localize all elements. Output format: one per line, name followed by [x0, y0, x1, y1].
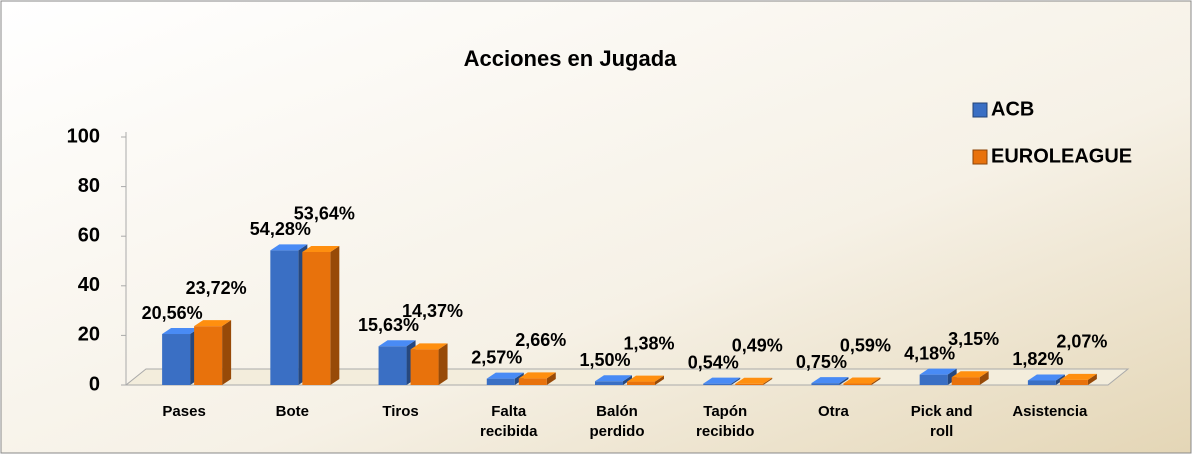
x-tick-label: Asistencia	[1012, 403, 1088, 420]
bar-side	[330, 245, 340, 385]
x-tick-label: Falta recibida	[480, 403, 538, 440]
bar-top	[627, 375, 664, 382]
bar-side	[655, 375, 664, 385]
y-tick-label: 60	[78, 224, 100, 246]
bar	[627, 381, 655, 385]
legend-swatch	[972, 149, 988, 165]
value-label: 2,07%	[1056, 332, 1107, 352]
bar	[302, 251, 331, 385]
value-label: 1,38%	[623, 333, 674, 353]
value-label: 0,59%	[840, 335, 891, 355]
bar-top	[919, 368, 957, 375]
value-label: 54,28%	[250, 219, 311, 239]
x-tick-label: Tiros	[382, 403, 419, 420]
bar-side	[839, 377, 849, 385]
bar	[378, 346, 407, 385]
legend-swatch	[972, 102, 988, 118]
bar-side	[438, 343, 448, 385]
bar-side	[623, 375, 632, 385]
bar	[735, 383, 764, 385]
bar-top	[843, 377, 881, 384]
x-tick-label: Pases	[162, 403, 206, 420]
bar	[518, 378, 547, 385]
x-tick-label: Balón perdido	[589, 403, 645, 440]
bar-top	[486, 372, 524, 379]
bar	[951, 377, 980, 385]
bar-top	[811, 377, 849, 384]
value-label: 1,82%	[1012, 349, 1063, 369]
value-label: 4,18%	[904, 343, 955, 363]
y-tick-label: 80	[78, 175, 100, 197]
bar-top	[595, 375, 632, 382]
value-label: 15,63%	[358, 315, 419, 335]
bar	[410, 349, 439, 385]
x-tick-label: Otra	[818, 403, 849, 420]
bar-top	[270, 244, 308, 251]
value-label: 3,15%	[948, 329, 999, 349]
bar-side	[546, 372, 556, 385]
bar-side	[871, 377, 881, 385]
bar-side	[763, 377, 773, 385]
y-tick-label: 40	[78, 274, 100, 296]
y-tick-label: 20	[78, 324, 100, 346]
bar-top	[703, 377, 741, 384]
bar-top	[302, 245, 340, 252]
value-label: 20,56%	[142, 303, 203, 323]
bar-top	[735, 377, 773, 384]
bar	[703, 383, 732, 385]
bar	[595, 381, 623, 385]
bar-top	[410, 343, 448, 350]
value-label: 1,50%	[579, 350, 630, 370]
x-tick-label: Pick and roll	[910, 403, 973, 440]
y-tick-label: 0	[89, 373, 100, 395]
bar-side	[731, 377, 741, 385]
bar	[486, 378, 515, 385]
bar-side	[222, 320, 232, 385]
legend-label: ACB	[991, 98, 1034, 120]
bar-top	[194, 320, 232, 327]
x-tick-label: Tapón recibido	[696, 403, 755, 440]
bar-top	[378, 340, 416, 347]
value-label: 53,64%	[294, 204, 355, 224]
value-label: 23,72%	[186, 278, 247, 298]
bar-top	[518, 372, 556, 379]
bar	[811, 383, 840, 385]
x-tick-label: Bote	[275, 403, 309, 420]
legend-label: EUROLEAGUE	[991, 145, 1132, 167]
value-label: 2,57%	[471, 347, 522, 367]
bar	[162, 334, 191, 385]
value-label: 0,49%	[732, 336, 783, 356]
value-label: 2,66%	[515, 330, 566, 350]
value-label: 0,75%	[796, 352, 847, 372]
bar	[919, 374, 948, 385]
bar	[194, 326, 223, 385]
y-tick-label: 100	[67, 125, 100, 147]
bar-side	[979, 371, 989, 385]
bar-top	[1059, 373, 1097, 380]
bar	[1027, 380, 1056, 385]
bar-top	[1027, 374, 1065, 381]
bar-top	[951, 371, 989, 378]
value-label: 14,37%	[402, 301, 463, 321]
chart-title: Acciones en Jugada	[464, 46, 678, 71]
bar-top	[162, 328, 200, 335]
bar	[1059, 379, 1088, 385]
value-label: 0,54%	[688, 352, 739, 372]
bar	[843, 383, 872, 385]
bar	[270, 250, 299, 385]
bar-side	[1087, 373, 1097, 385]
bar-side	[947, 368, 957, 385]
